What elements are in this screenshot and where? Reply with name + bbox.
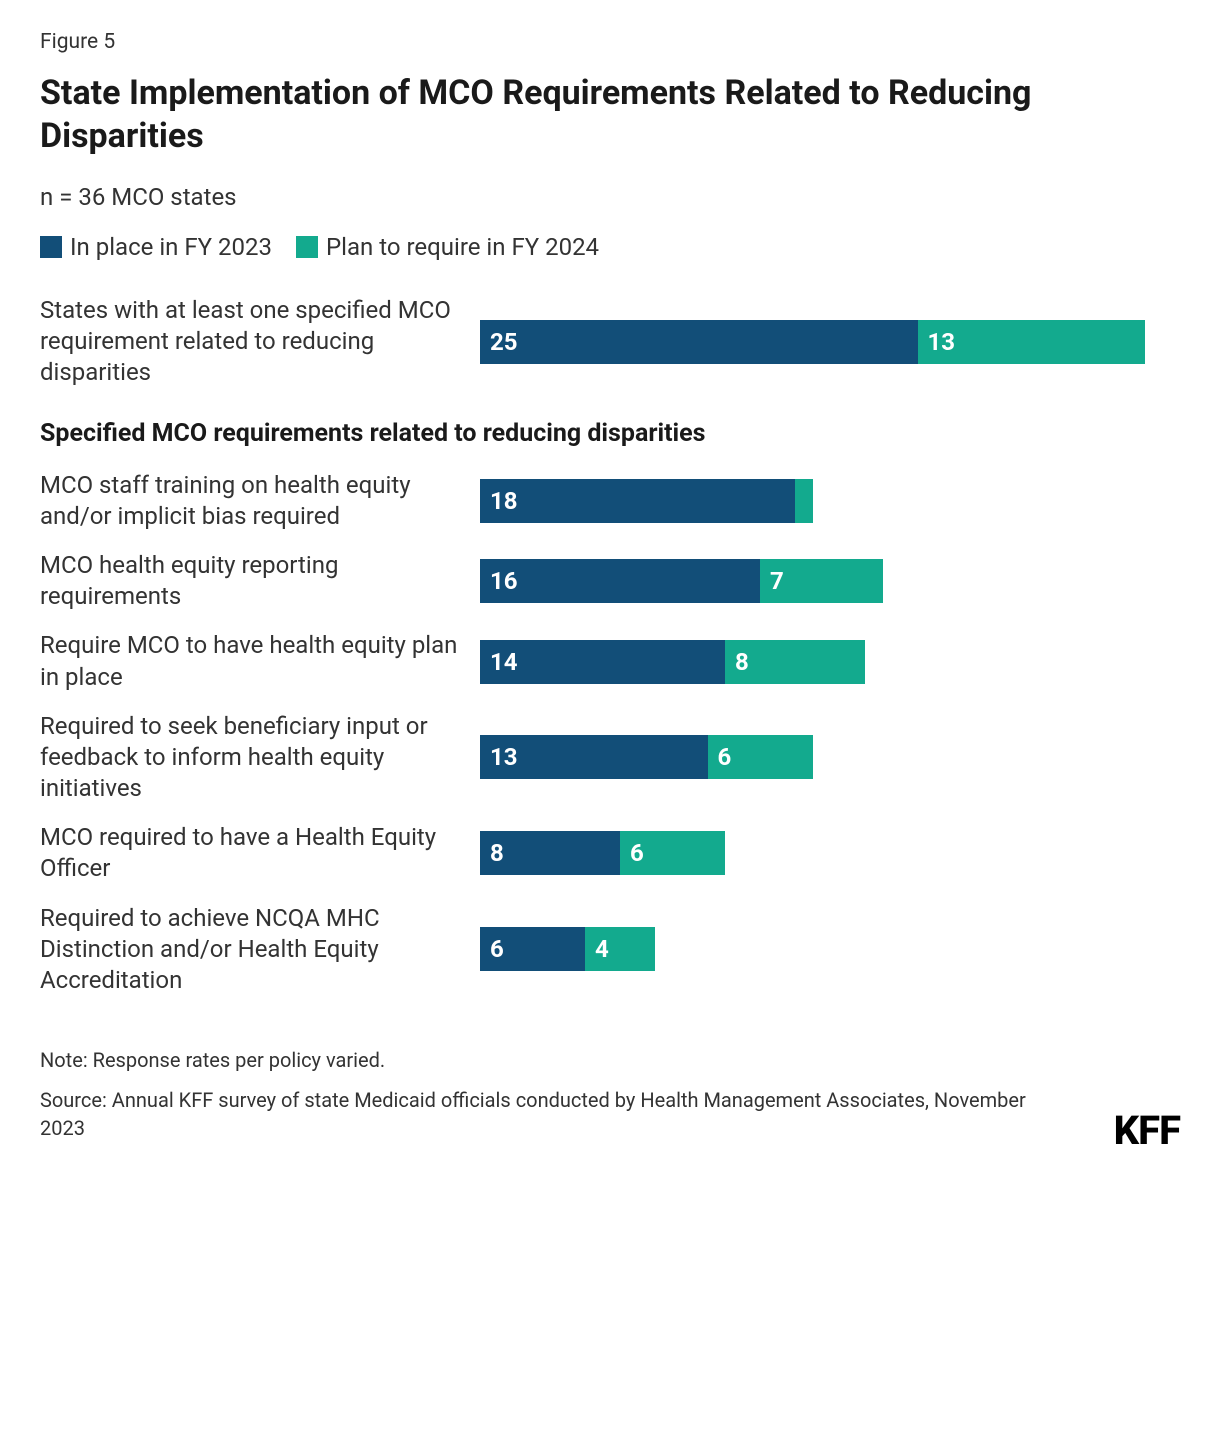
detail-row: MCO staff training on health equity and/…: [40, 470, 1180, 532]
legend-label-b: Plan to require in FY 2024: [326, 233, 599, 261]
detail-bar-a-value: 6: [490, 935, 504, 963]
detail-row: Required to seek beneficiary input or fe…: [40, 711, 1180, 805]
detail-bar-track: 16 7: [480, 559, 1180, 603]
footnote: Note: Response rates per policy varied.: [40, 1046, 1060, 1074]
chart-footer: Note: Response rates per policy varied. …: [40, 1046, 1180, 1154]
detail-bar-b: 6: [620, 831, 725, 875]
detail-row-label: MCO staff training on health equity and/…: [40, 470, 480, 532]
summary-bar-b-value: 13: [928, 328, 956, 356]
detail-row: Require MCO to have health equity plan i…: [40, 630, 1180, 692]
detail-bar-a: 18: [480, 479, 795, 523]
detail-bar-track: 18: [480, 479, 1180, 523]
detail-bar-track: 14 8: [480, 640, 1180, 684]
detail-bar-b-value: 4: [595, 935, 609, 963]
detail-bar-b: 4: [585, 927, 655, 971]
detail-bar-track: 86: [480, 831, 1180, 875]
detail-row-label: MCO required to have a Health Equity Off…: [40, 822, 480, 884]
detail-row: MCO health equity reporting requirements…: [40, 550, 1180, 612]
detail-bar-track: 13 6: [480, 735, 1180, 779]
summary-row: States with at least one specified MCO r…: [40, 295, 1180, 389]
chart-subtitle: n = 36 MCO states: [40, 183, 1180, 211]
legend: In place in FY 2023 Plan to require in F…: [40, 233, 1180, 261]
detail-bar-b-value: 6: [630, 839, 644, 867]
legend-item-in-place: In place in FY 2023: [40, 233, 272, 261]
detail-bar-a: 6: [480, 927, 585, 971]
summary-bar-b: 13: [918, 320, 1146, 364]
detail-bar-a-value: 18: [490, 487, 518, 515]
detail-bar-a: 13: [480, 735, 708, 779]
detail-bar-a: 8: [480, 831, 620, 875]
detail-bar-a-value: 13: [490, 743, 518, 771]
detail-row: Required to achieve NCQA MHC Distinction…: [40, 903, 1180, 997]
legend-swatch-b: [296, 236, 318, 258]
detail-bar-track: 64: [480, 927, 1180, 971]
detail-bar-b: 8: [725, 640, 865, 684]
detail-row-label: Required to achieve NCQA MHC Distinction…: [40, 903, 480, 997]
detail-bar-a-value: 14: [490, 648, 518, 676]
detail-bar-b: 7: [760, 559, 883, 603]
detail-row-label: MCO health equity reporting requirements: [40, 550, 480, 612]
detail-bar-b: 6: [708, 735, 813, 779]
detail-row-label: Required to seek beneficiary input or fe…: [40, 711, 480, 805]
detail-bar-b: [795, 479, 813, 523]
detail-row: MCO required to have a Health Equity Off…: [40, 822, 1180, 884]
detail-bar-a-value: 16: [490, 567, 518, 595]
section-header: Specified MCO requirements related to re…: [40, 419, 1180, 448]
summary-row-label: States with at least one specified MCO r…: [40, 295, 480, 389]
detail-row-label: Require MCO to have health equity plan i…: [40, 630, 480, 692]
detail-bar-a-value: 8: [490, 839, 504, 867]
detail-bar-b-value: 7: [770, 567, 784, 595]
detail-bar-a: 16: [480, 559, 760, 603]
legend-label-a: In place in FY 2023: [70, 233, 272, 261]
summary-bar-track: 25 13: [480, 320, 1180, 364]
legend-swatch-a: [40, 236, 62, 258]
summary-bar-a-value: 25: [490, 328, 518, 356]
figure-label: Figure 5: [40, 30, 1180, 54]
kff-logo: KFF: [1114, 1107, 1180, 1154]
source-text: Source: Annual KFF survey of state Medic…: [40, 1086, 1060, 1142]
detail-bar-a: 14: [480, 640, 725, 684]
detail-bar-b-value: 6: [718, 743, 732, 771]
detail-bar-b-value: 8: [735, 648, 749, 676]
summary-bar-a: 25: [480, 320, 918, 364]
legend-item-plan: Plan to require in FY 2024: [296, 233, 599, 261]
chart-title: State Implementation of MCO Requirements…: [40, 72, 1180, 157]
